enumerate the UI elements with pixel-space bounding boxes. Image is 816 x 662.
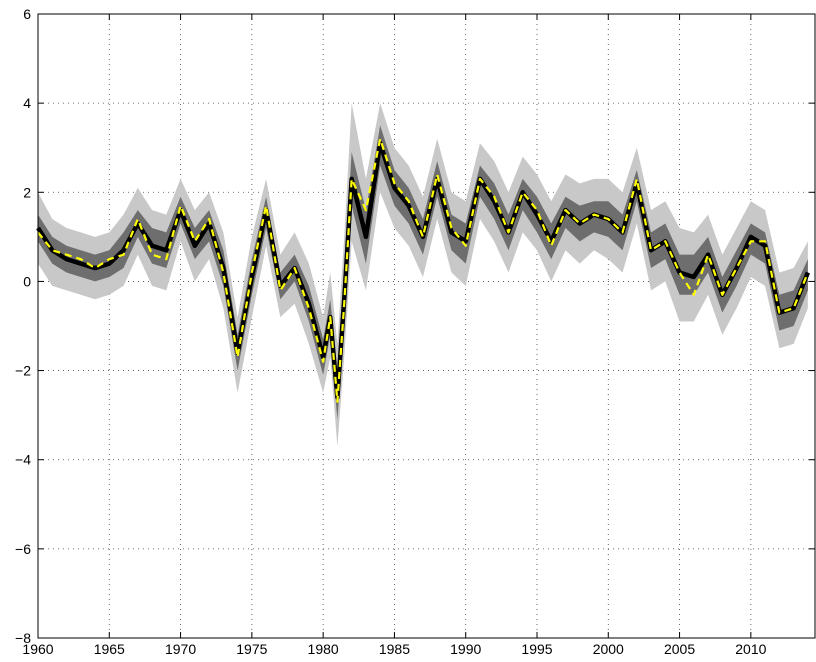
axis-ticks <box>37 13 815 639</box>
x-tick-label: 2000 <box>593 641 624 657</box>
y-tick-label: −4 <box>15 452 31 468</box>
y-tick-label: 4 <box>23 95 31 111</box>
y-tick-label: 2 <box>23 184 31 200</box>
x-tick-label: 1960 <box>22 641 53 657</box>
y-axis-tick-labels: −8 −6 −4 −2 0 2 4 6 <box>15 6 31 646</box>
y-tick-label: 0 <box>23 273 31 289</box>
x-tick-label: 1965 <box>94 641 125 657</box>
x-tick-label: 2010 <box>735 641 766 657</box>
grid-lines <box>38 14 815 638</box>
point-estimate-line <box>37 137 809 403</box>
confidence-bands <box>38 103 808 447</box>
x-tick-label: 1980 <box>308 641 339 657</box>
outer-confidence-band <box>38 103 808 447</box>
x-tick-label: 1985 <box>379 641 410 657</box>
x-tick-label: 2005 <box>664 641 695 657</box>
x-tick-label: 1995 <box>521 641 552 657</box>
series-lines <box>36 137 810 403</box>
y-tick-label: 6 <box>23 6 31 22</box>
x-axis-tick-labels: 1960 1965 1970 1975 1980 1985 1990 1995 2000 2005… <box>22 641 766 657</box>
y-tick-label: −2 <box>15 363 31 379</box>
y-tick-label: −8 <box>15 630 31 646</box>
plot-frame <box>37 13 816 639</box>
y-tick-label: −6 <box>15 541 31 557</box>
x-tick-label: 1990 <box>450 641 481 657</box>
x-tick-label: 1975 <box>236 641 267 657</box>
x-tick-label: 1970 <box>165 641 196 657</box>
